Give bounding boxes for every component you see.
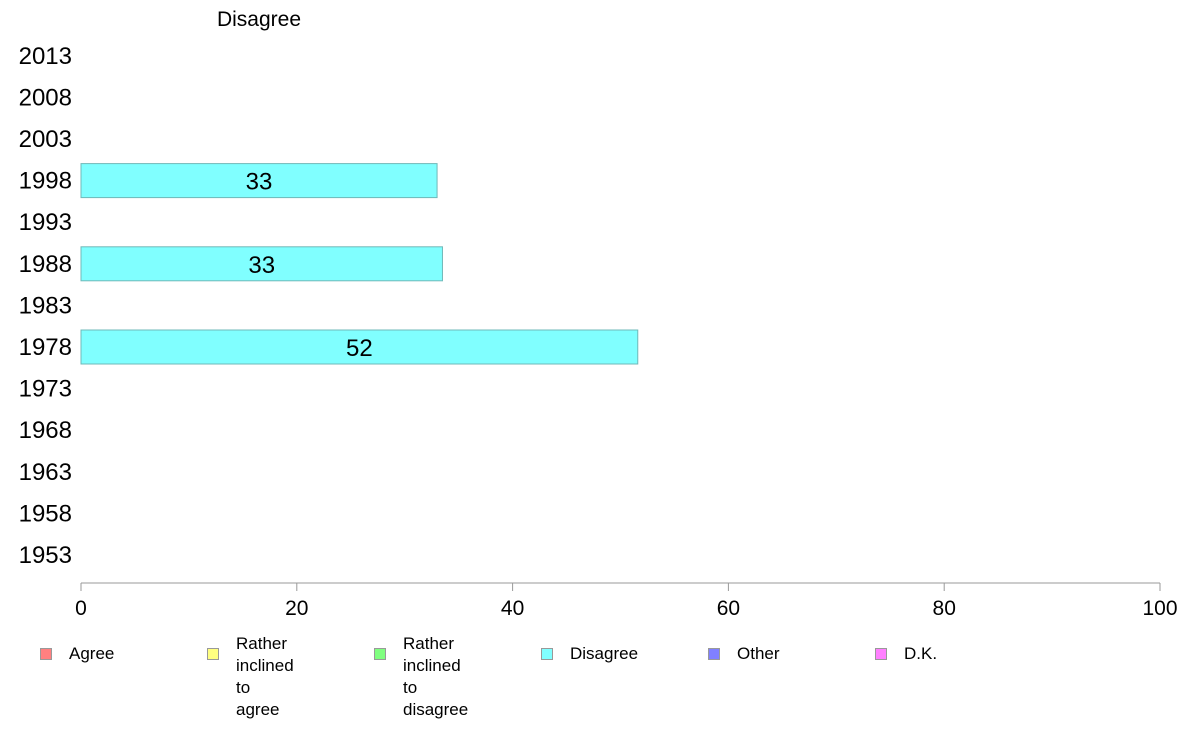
legend: Agree Rather inclined to agree Rather incl… xyxy=(0,630,1188,719)
data-label-1978: 52 xyxy=(346,335,373,362)
legend-swatch xyxy=(541,648,553,660)
bar-1978 xyxy=(80,329,639,365)
y-tick-label-1968: 1968 xyxy=(19,417,72,444)
x-tick-label-80: 80 xyxy=(933,597,956,620)
legend-label: D.K. xyxy=(904,644,938,663)
data-label-1998: 33 xyxy=(246,169,273,196)
data-label-1988: 33 xyxy=(248,252,275,279)
y-tick-label-1973: 1973 xyxy=(19,376,72,403)
y-tick-label-1953: 1953 xyxy=(19,542,72,569)
y-tick-label-2003: 2003 xyxy=(19,126,72,153)
legend-label: Rather inclined to disagree xyxy=(403,634,469,719)
y-tick-label-1993: 1993 xyxy=(19,209,72,236)
legend-label: Other xyxy=(737,644,780,663)
x-tick-label-60: 60 xyxy=(717,597,740,620)
x-tick-label-40: 40 xyxy=(501,597,524,620)
y-tick-label-1983: 1983 xyxy=(19,292,72,319)
y-tick-label-1958: 1958 xyxy=(19,500,72,527)
y-tick-label-1998: 1998 xyxy=(19,168,72,195)
x-tick-label-100: 100 xyxy=(1142,597,1177,620)
chart: Disagree 33 33 52 2013 2008 2003 1998 1993 1988… xyxy=(19,8,1178,620)
y-tick-label-2013: 2013 xyxy=(19,43,72,70)
y-tick-label-1988: 1988 xyxy=(19,251,72,278)
legend-label: Agree xyxy=(69,644,115,663)
y-tick-label-1978: 1978 xyxy=(19,334,72,361)
y-axis-labels: 2013 2008 2003 1998 1993 1988 1983 1978 1973 1968… xyxy=(19,43,72,569)
legend-label: Rather inclined to agree xyxy=(236,634,294,719)
legend-swatch xyxy=(875,648,887,660)
y-tick-label-1963: 1963 xyxy=(19,459,72,486)
x-tick-label-20: 20 xyxy=(285,597,308,620)
y-tick-label-2008: 2008 xyxy=(19,84,72,111)
legend-swatch xyxy=(40,648,52,660)
legend-label: Disagree xyxy=(570,644,639,663)
x-tick-label-0: 0 xyxy=(75,597,87,620)
legend-swatch xyxy=(708,648,720,660)
legend-swatch xyxy=(207,648,219,660)
chart-title: Disagree xyxy=(217,8,301,31)
bar-1998 xyxy=(80,163,438,199)
x-axis: 0 20 40 60 80 100 xyxy=(75,582,1178,620)
bars-group: 33 33 52 xyxy=(80,163,639,365)
legend-swatch xyxy=(374,648,386,660)
bar-1988 xyxy=(80,246,443,282)
